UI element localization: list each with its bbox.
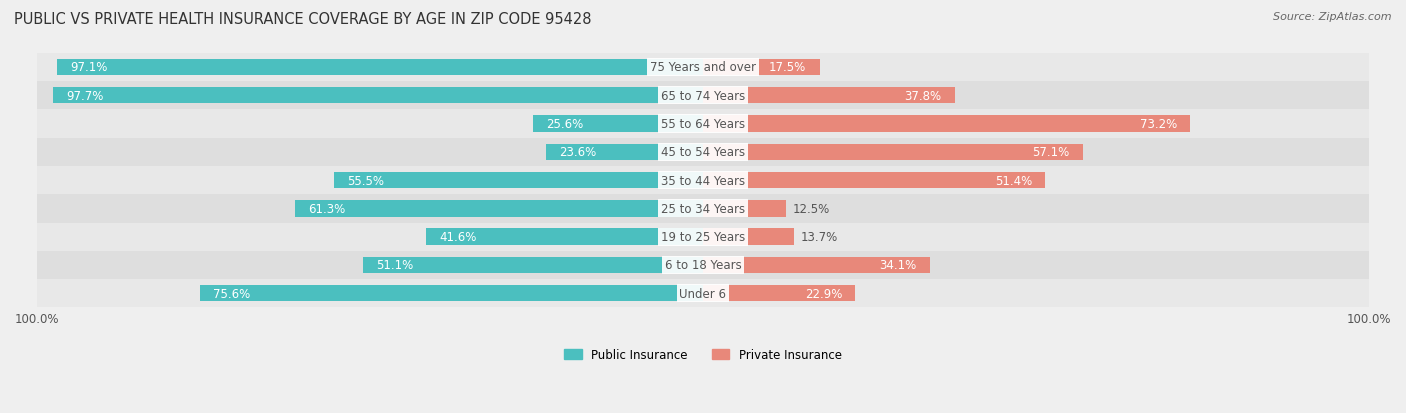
Text: 12.5%: 12.5% — [793, 202, 830, 215]
Bar — [533, 116, 703, 133]
Text: 75.6%: 75.6% — [212, 287, 250, 300]
Text: 73.2%: 73.2% — [1140, 118, 1177, 131]
FancyBboxPatch shape — [37, 280, 1369, 308]
Text: 6 to 18 Years: 6 to 18 Years — [665, 259, 741, 272]
Text: 57.1%: 57.1% — [1032, 146, 1070, 159]
Text: 61.3%: 61.3% — [308, 202, 346, 215]
Text: 51.1%: 51.1% — [377, 259, 413, 272]
Text: 17.5%: 17.5% — [769, 61, 806, 74]
Legend: Public Insurance, Private Insurance: Public Insurance, Private Insurance — [560, 343, 846, 366]
FancyBboxPatch shape — [37, 223, 1369, 251]
Text: 75 Years and over: 75 Years and over — [650, 61, 756, 74]
Bar — [703, 285, 855, 302]
Text: 19 to 25 Years: 19 to 25 Years — [661, 230, 745, 244]
Text: 13.7%: 13.7% — [801, 230, 838, 244]
Bar — [52, 88, 703, 104]
Text: 55 to 64 Years: 55 to 64 Years — [661, 118, 745, 131]
Bar — [703, 201, 786, 217]
Bar — [546, 144, 703, 161]
Text: 45 to 54 Years: 45 to 54 Years — [661, 146, 745, 159]
Text: 41.6%: 41.6% — [439, 230, 477, 244]
Bar — [426, 229, 703, 245]
Text: 34.1%: 34.1% — [880, 259, 917, 272]
FancyBboxPatch shape — [37, 195, 1369, 223]
FancyBboxPatch shape — [37, 166, 1369, 195]
Text: 23.6%: 23.6% — [560, 146, 596, 159]
Text: 97.1%: 97.1% — [70, 61, 107, 74]
Text: 65 to 74 Years: 65 to 74 Years — [661, 90, 745, 102]
FancyBboxPatch shape — [37, 251, 1369, 280]
Text: Under 6: Under 6 — [679, 287, 727, 300]
Bar — [200, 285, 703, 302]
Bar — [333, 173, 703, 189]
FancyBboxPatch shape — [37, 54, 1369, 82]
Bar — [703, 173, 1045, 189]
Text: 25 to 34 Years: 25 to 34 Years — [661, 202, 745, 215]
Text: 55.5%: 55.5% — [347, 174, 384, 187]
Text: 37.8%: 37.8% — [904, 90, 942, 102]
Bar — [295, 201, 703, 217]
FancyBboxPatch shape — [37, 138, 1369, 166]
Text: PUBLIC VS PRIVATE HEALTH INSURANCE COVERAGE BY AGE IN ZIP CODE 95428: PUBLIC VS PRIVATE HEALTH INSURANCE COVER… — [14, 12, 592, 27]
Bar — [56, 59, 703, 76]
Text: 25.6%: 25.6% — [546, 118, 583, 131]
Text: 51.4%: 51.4% — [994, 174, 1032, 187]
Text: 35 to 44 Years: 35 to 44 Years — [661, 174, 745, 187]
Bar — [703, 229, 794, 245]
Bar — [703, 144, 1083, 161]
Bar — [703, 257, 929, 273]
Text: 100.0%: 100.0% — [15, 312, 59, 325]
Bar — [703, 88, 955, 104]
FancyBboxPatch shape — [37, 110, 1369, 138]
Bar — [703, 116, 1191, 133]
Text: Source: ZipAtlas.com: Source: ZipAtlas.com — [1274, 12, 1392, 22]
Text: 97.7%: 97.7% — [66, 90, 103, 102]
Text: 22.9%: 22.9% — [804, 287, 842, 300]
FancyBboxPatch shape — [37, 82, 1369, 110]
Text: 100.0%: 100.0% — [1347, 312, 1391, 325]
Bar — [363, 257, 703, 273]
Bar — [703, 59, 820, 76]
